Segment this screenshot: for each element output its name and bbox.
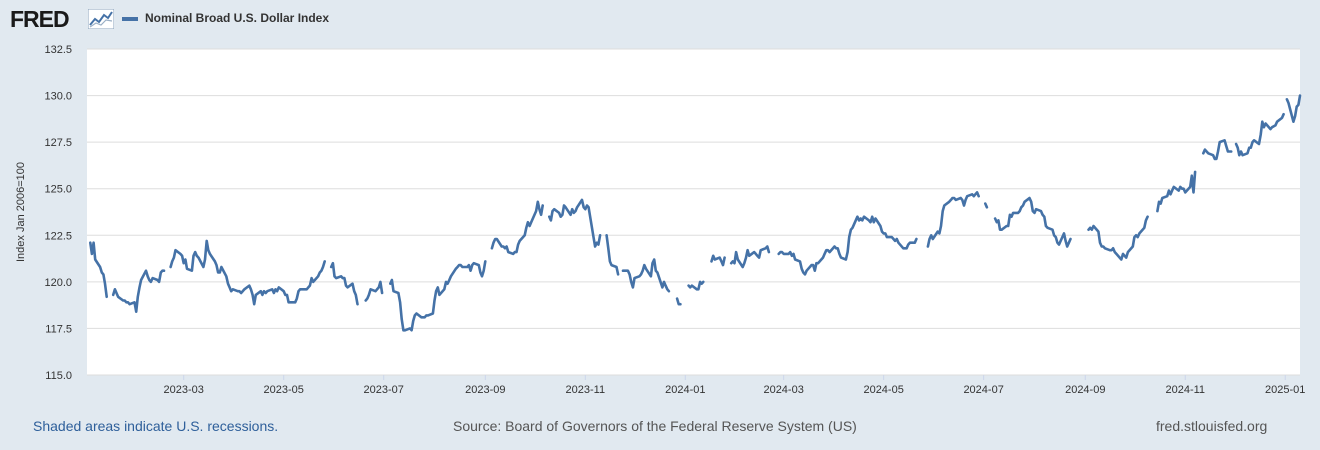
series-line-segment[interactable] bbox=[926, 191, 981, 248]
series-line-segment[interactable] bbox=[621, 258, 671, 293]
fred-chart-icon bbox=[88, 9, 114, 29]
series-line-segment[interactable] bbox=[1087, 215, 1149, 261]
y-axis-title: Index Jan 2006=100 bbox=[15, 162, 27, 262]
series-line-segment[interactable] bbox=[364, 280, 384, 302]
series-line-segment[interactable] bbox=[490, 200, 545, 256]
series-line-segment[interactable] bbox=[605, 234, 620, 276]
plot-area bbox=[87, 49, 1300, 375]
series-line-segment[interactable] bbox=[1156, 170, 1197, 213]
x-axis: 2023-03 2023-05 2023-07 2023-09 2023-11 2024-… bbox=[164, 375, 1305, 396]
x-tick-label: 2024-01 bbox=[665, 384, 705, 396]
legend-series-label[interactable]: Nominal Broad U.S. Dollar Index bbox=[145, 11, 330, 25]
source-text: Source: Board of Governors of the Federa… bbox=[453, 418, 857, 434]
series-line-segment[interactable] bbox=[89, 241, 108, 299]
line-chart: 115.0 117.5 120.0 122.5 125.0 127.5 130.0 132.5… bbox=[15, 44, 1305, 396]
y-tick-label: 115.0 bbox=[45, 370, 72, 382]
y-tick-label: 120.0 bbox=[44, 277, 72, 289]
recessions-note[interactable]: Shaded areas indicate U.S. recessions. bbox=[33, 418, 279, 434]
x-tick-label: 2024-05 bbox=[863, 384, 903, 396]
y-tick-label: 130.0 bbox=[44, 91, 72, 103]
y-tick-label: 117.5 bbox=[45, 323, 72, 335]
series-line-segment[interactable] bbox=[329, 261, 359, 306]
y-tick-label: 125.0 bbox=[44, 184, 72, 196]
legend-swatch bbox=[122, 17, 138, 21]
x-tick-label: 2024-09 bbox=[1065, 384, 1105, 396]
x-tick-label: 2024-11 bbox=[1165, 384, 1205, 396]
x-tick-label: 2023-07 bbox=[364, 384, 404, 396]
series-line-segment[interactable] bbox=[1234, 112, 1285, 157]
series-line-segment[interactable] bbox=[1202, 139, 1233, 161]
x-tick-label: 2023-11 bbox=[566, 384, 606, 396]
y-tick-label: 127.5 bbox=[44, 137, 72, 149]
x-tick-label: 2023-09 bbox=[465, 384, 505, 396]
chart-header: FRED Nominal Broad U.S. Dollar Index bbox=[0, 0, 1320, 40]
series-line-segment[interactable] bbox=[983, 202, 989, 209]
series-line-segment[interactable] bbox=[169, 239, 327, 306]
x-tick-label: 2024-07 bbox=[963, 384, 1003, 396]
x-tick-label: 2024-03 bbox=[763, 384, 803, 396]
y-tick-label: 122.5 bbox=[44, 230, 72, 242]
y-axis: 115.0 117.5 120.0 122.5 125.0 127.5 130.0 132.5 bbox=[44, 44, 72, 382]
series-line-segment[interactable] bbox=[993, 196, 1072, 248]
series-line-segment[interactable] bbox=[1285, 94, 1302, 123]
x-tick-label: 2023-03 bbox=[164, 384, 204, 396]
series-line-segment[interactable] bbox=[547, 198, 602, 248]
site-link[interactable]: fred.stlouisfed.org bbox=[1156, 418, 1268, 434]
series-line-segment[interactable] bbox=[388, 260, 487, 332]
series-line-segment[interactable] bbox=[777, 215, 918, 276]
fred-logo[interactable]: FRED bbox=[10, 6, 70, 32]
x-tick-label: 2023-05 bbox=[264, 384, 304, 396]
y-tick-label: 132.5 bbox=[44, 44, 72, 56]
x-tick-label: 2025-01 bbox=[1265, 384, 1305, 396]
series-line-segment[interactable] bbox=[710, 254, 726, 267]
series-line-segment[interactable] bbox=[675, 297, 682, 306]
series-line-segment[interactable] bbox=[729, 245, 771, 269]
series-line-segment[interactable] bbox=[111, 269, 166, 314]
series-line-segment[interactable] bbox=[687, 280, 705, 291]
